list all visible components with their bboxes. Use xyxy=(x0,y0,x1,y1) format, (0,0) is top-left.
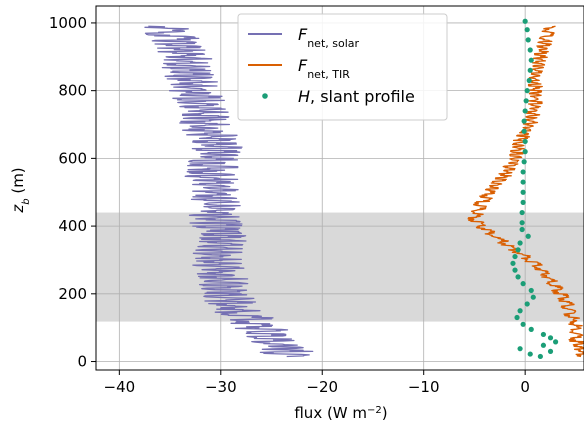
series-point-2-11 xyxy=(521,128,527,134)
series-point-2-26 xyxy=(510,260,516,266)
y-axis-label-var: z xyxy=(9,204,27,214)
series-point-2-27 xyxy=(512,267,518,273)
series-point-2-2 xyxy=(525,37,531,43)
series-line-0 xyxy=(144,25,314,358)
series-point-2-32 xyxy=(524,301,530,307)
series-point-2-38 xyxy=(547,335,554,341)
series-point-2-36 xyxy=(528,326,534,332)
legend-box xyxy=(237,13,448,121)
legend-label-main-2: H xyxy=(298,87,310,106)
series-point-2-7 xyxy=(524,88,530,94)
series-point-2-19 xyxy=(519,209,525,216)
y-tick-label-5: 1000 xyxy=(49,14,87,32)
series-point-2-17 xyxy=(520,189,526,195)
x-axis-label: flux (W m−2) xyxy=(294,404,387,422)
series-point-2-10 xyxy=(521,118,527,124)
series-point-2-16 xyxy=(520,179,526,185)
series-line-1 xyxy=(467,25,584,358)
series-point-2-12 xyxy=(522,138,528,145)
y-tick-label-1: 200 xyxy=(58,285,87,303)
legend-swatch-2 xyxy=(262,93,268,99)
legend-label-sub-1: net, TIR xyxy=(307,68,350,81)
legend-label-2: H, slant profile xyxy=(298,87,415,106)
series-point-2-6 xyxy=(526,77,532,84)
plot-frame xyxy=(95,5,584,371)
series-point-2-5 xyxy=(527,67,533,73)
x-tick-label-3: −10 xyxy=(408,378,440,396)
series-point-2-22 xyxy=(525,233,531,239)
x-tick-label-2: −20 xyxy=(306,378,338,396)
series-layer xyxy=(144,18,584,360)
series-point-2-30 xyxy=(528,287,534,294)
series-point-2-15 xyxy=(520,169,526,175)
series-point-2-43 xyxy=(527,351,533,357)
legend-label-sub-0: net, solar xyxy=(307,37,359,50)
legend-label-0: Fnet, solar xyxy=(298,25,360,50)
y-tick-label-0: 0 xyxy=(77,353,87,371)
legend-label-main-0: F xyxy=(298,25,308,44)
shaded-band-layer xyxy=(96,212,584,322)
series-point-2-18 xyxy=(520,199,526,205)
series-point-2-41 xyxy=(517,346,523,352)
x-axis-label-close: ) xyxy=(382,404,388,422)
series-point-2-4 xyxy=(528,57,534,63)
series-point-2-25 xyxy=(512,253,518,260)
x-axis-label-exp: −2 xyxy=(367,405,382,416)
series-point-2-13 xyxy=(522,149,528,155)
legend-label-1: Fnet, TIR xyxy=(298,56,350,81)
shaded-band xyxy=(96,212,584,322)
series-point-2-33 xyxy=(517,308,523,314)
series-point-2-9 xyxy=(522,108,528,114)
series-point-2-31 xyxy=(530,294,536,300)
series-point-2-14 xyxy=(521,159,527,165)
series-point-2-34 xyxy=(514,314,520,321)
series-point-2-3 xyxy=(527,47,533,53)
legend-label-main-1: F xyxy=(298,56,308,75)
series-point-2-21 xyxy=(519,226,525,233)
y-axis-label-unit: (m) xyxy=(9,167,27,198)
legend-label-rest-2: , slant profile xyxy=(310,87,415,106)
series-point-2-40 xyxy=(540,342,547,348)
x-tick-label-1: −30 xyxy=(205,378,237,396)
series-point-2-1 xyxy=(524,27,530,33)
axes-layer: −40 −30 −20 −10 0 0 200 400 600 800 1000 xyxy=(49,5,584,396)
series-point-2-29 xyxy=(520,281,526,287)
series-point-2-42 xyxy=(547,348,554,354)
series-point-2-39 xyxy=(552,339,559,345)
y-tick-label-2: 400 xyxy=(58,217,87,235)
y-axis-label: zb (m) xyxy=(9,167,32,213)
series-point-2-23 xyxy=(517,240,523,246)
series-point-2-28 xyxy=(515,274,521,280)
y-axis-label-sub: b xyxy=(21,198,32,204)
y-tick-label-3: 600 xyxy=(58,149,87,167)
x-tick-label-0: −40 xyxy=(104,378,136,396)
series-point-2-8 xyxy=(523,98,529,104)
series-point-2-0 xyxy=(522,18,528,24)
series-point-2-37 xyxy=(540,331,547,338)
series-point-2-35 xyxy=(520,321,526,327)
y-tick-label-4: 800 xyxy=(58,82,87,100)
series-point-2-44 xyxy=(537,353,543,360)
x-tick-label-4: 0 xyxy=(520,378,530,396)
series-point-2-20 xyxy=(519,220,525,226)
series-point-2-24 xyxy=(515,247,521,253)
x-axis-label-main: flux (W m xyxy=(294,404,367,422)
